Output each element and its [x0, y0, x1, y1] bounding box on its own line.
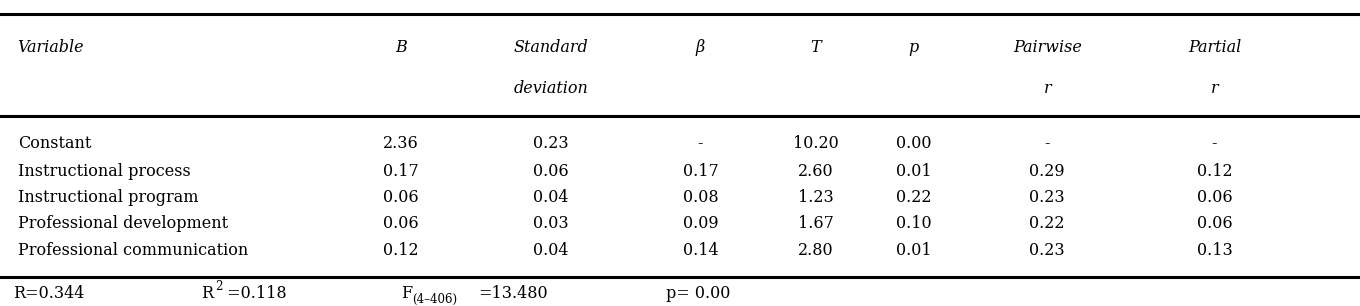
- Text: -: -: [1044, 135, 1050, 152]
- Text: 2: 2: [215, 280, 222, 293]
- Text: Standard: Standard: [514, 39, 588, 56]
- Text: 0.23: 0.23: [1030, 189, 1065, 206]
- Text: F: F: [401, 285, 412, 302]
- Text: 0.29: 0.29: [1030, 163, 1065, 180]
- Text: 0.09: 0.09: [683, 215, 718, 233]
- Text: 2.36: 2.36: [384, 135, 419, 152]
- Text: Professional communication: Professional communication: [18, 242, 248, 259]
- Text: =0.118: =0.118: [222, 285, 287, 302]
- Text: R=0.344: R=0.344: [14, 285, 84, 302]
- Text: 0.10: 0.10: [896, 215, 932, 233]
- Text: -: -: [698, 135, 703, 152]
- Text: 1.67: 1.67: [798, 215, 834, 233]
- Text: p= 0.00: p= 0.00: [666, 285, 730, 302]
- Text: 0.22: 0.22: [896, 189, 932, 206]
- Text: β: β: [696, 39, 704, 56]
- Text: 0.12: 0.12: [1197, 163, 1232, 180]
- Text: 0.06: 0.06: [533, 163, 568, 180]
- Text: 0.06: 0.06: [1197, 215, 1232, 233]
- Text: 0.04: 0.04: [533, 189, 568, 206]
- Text: r: r: [1043, 80, 1051, 97]
- Text: Constant: Constant: [18, 135, 91, 152]
- Text: 0.14: 0.14: [683, 242, 718, 259]
- Text: 0.06: 0.06: [384, 215, 419, 233]
- Text: 0.03: 0.03: [533, 215, 568, 233]
- Text: 0.01: 0.01: [896, 163, 932, 180]
- Text: Variable: Variable: [18, 39, 84, 56]
- Text: 0.22: 0.22: [1030, 215, 1065, 233]
- Text: (4–406): (4–406): [412, 293, 457, 306]
- Text: r: r: [1210, 80, 1219, 97]
- Text: 0.17: 0.17: [384, 163, 419, 180]
- Text: R: R: [201, 285, 214, 302]
- Text: 0.00: 0.00: [896, 135, 932, 152]
- Text: T: T: [811, 39, 821, 56]
- Text: Professional development: Professional development: [18, 215, 228, 233]
- Text: Instructional program: Instructional program: [18, 189, 199, 206]
- Text: 0.06: 0.06: [384, 189, 419, 206]
- Text: deviation: deviation: [514, 80, 588, 97]
- Text: -: -: [1212, 135, 1217, 152]
- Text: 0.06: 0.06: [1197, 189, 1232, 206]
- Text: 10.20: 10.20: [793, 135, 839, 152]
- Text: 0.13: 0.13: [1197, 242, 1232, 259]
- Text: 0.23: 0.23: [533, 135, 568, 152]
- Text: 2.60: 2.60: [798, 163, 834, 180]
- Text: 1.23: 1.23: [798, 189, 834, 206]
- Text: 0.01: 0.01: [896, 242, 932, 259]
- Text: p: p: [908, 39, 919, 56]
- Text: B: B: [396, 39, 407, 56]
- Text: Partial: Partial: [1187, 39, 1242, 56]
- Text: 0.04: 0.04: [533, 242, 568, 259]
- Text: =13.480: =13.480: [479, 285, 548, 302]
- Text: Instructional process: Instructional process: [18, 163, 190, 180]
- Text: 0.17: 0.17: [683, 163, 718, 180]
- Text: 2.80: 2.80: [798, 242, 834, 259]
- Text: 0.23: 0.23: [1030, 242, 1065, 259]
- Text: 0.12: 0.12: [384, 242, 419, 259]
- Text: 0.08: 0.08: [683, 189, 718, 206]
- Text: Pairwise: Pairwise: [1013, 39, 1081, 56]
